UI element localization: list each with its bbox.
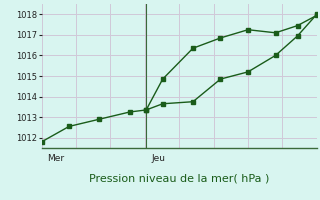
Text: Pression niveau de la mer( hPa ): Pression niveau de la mer( hPa )	[89, 174, 269, 184]
Text: Mer: Mer	[47, 154, 64, 163]
Text: Jeu: Jeu	[152, 154, 166, 163]
